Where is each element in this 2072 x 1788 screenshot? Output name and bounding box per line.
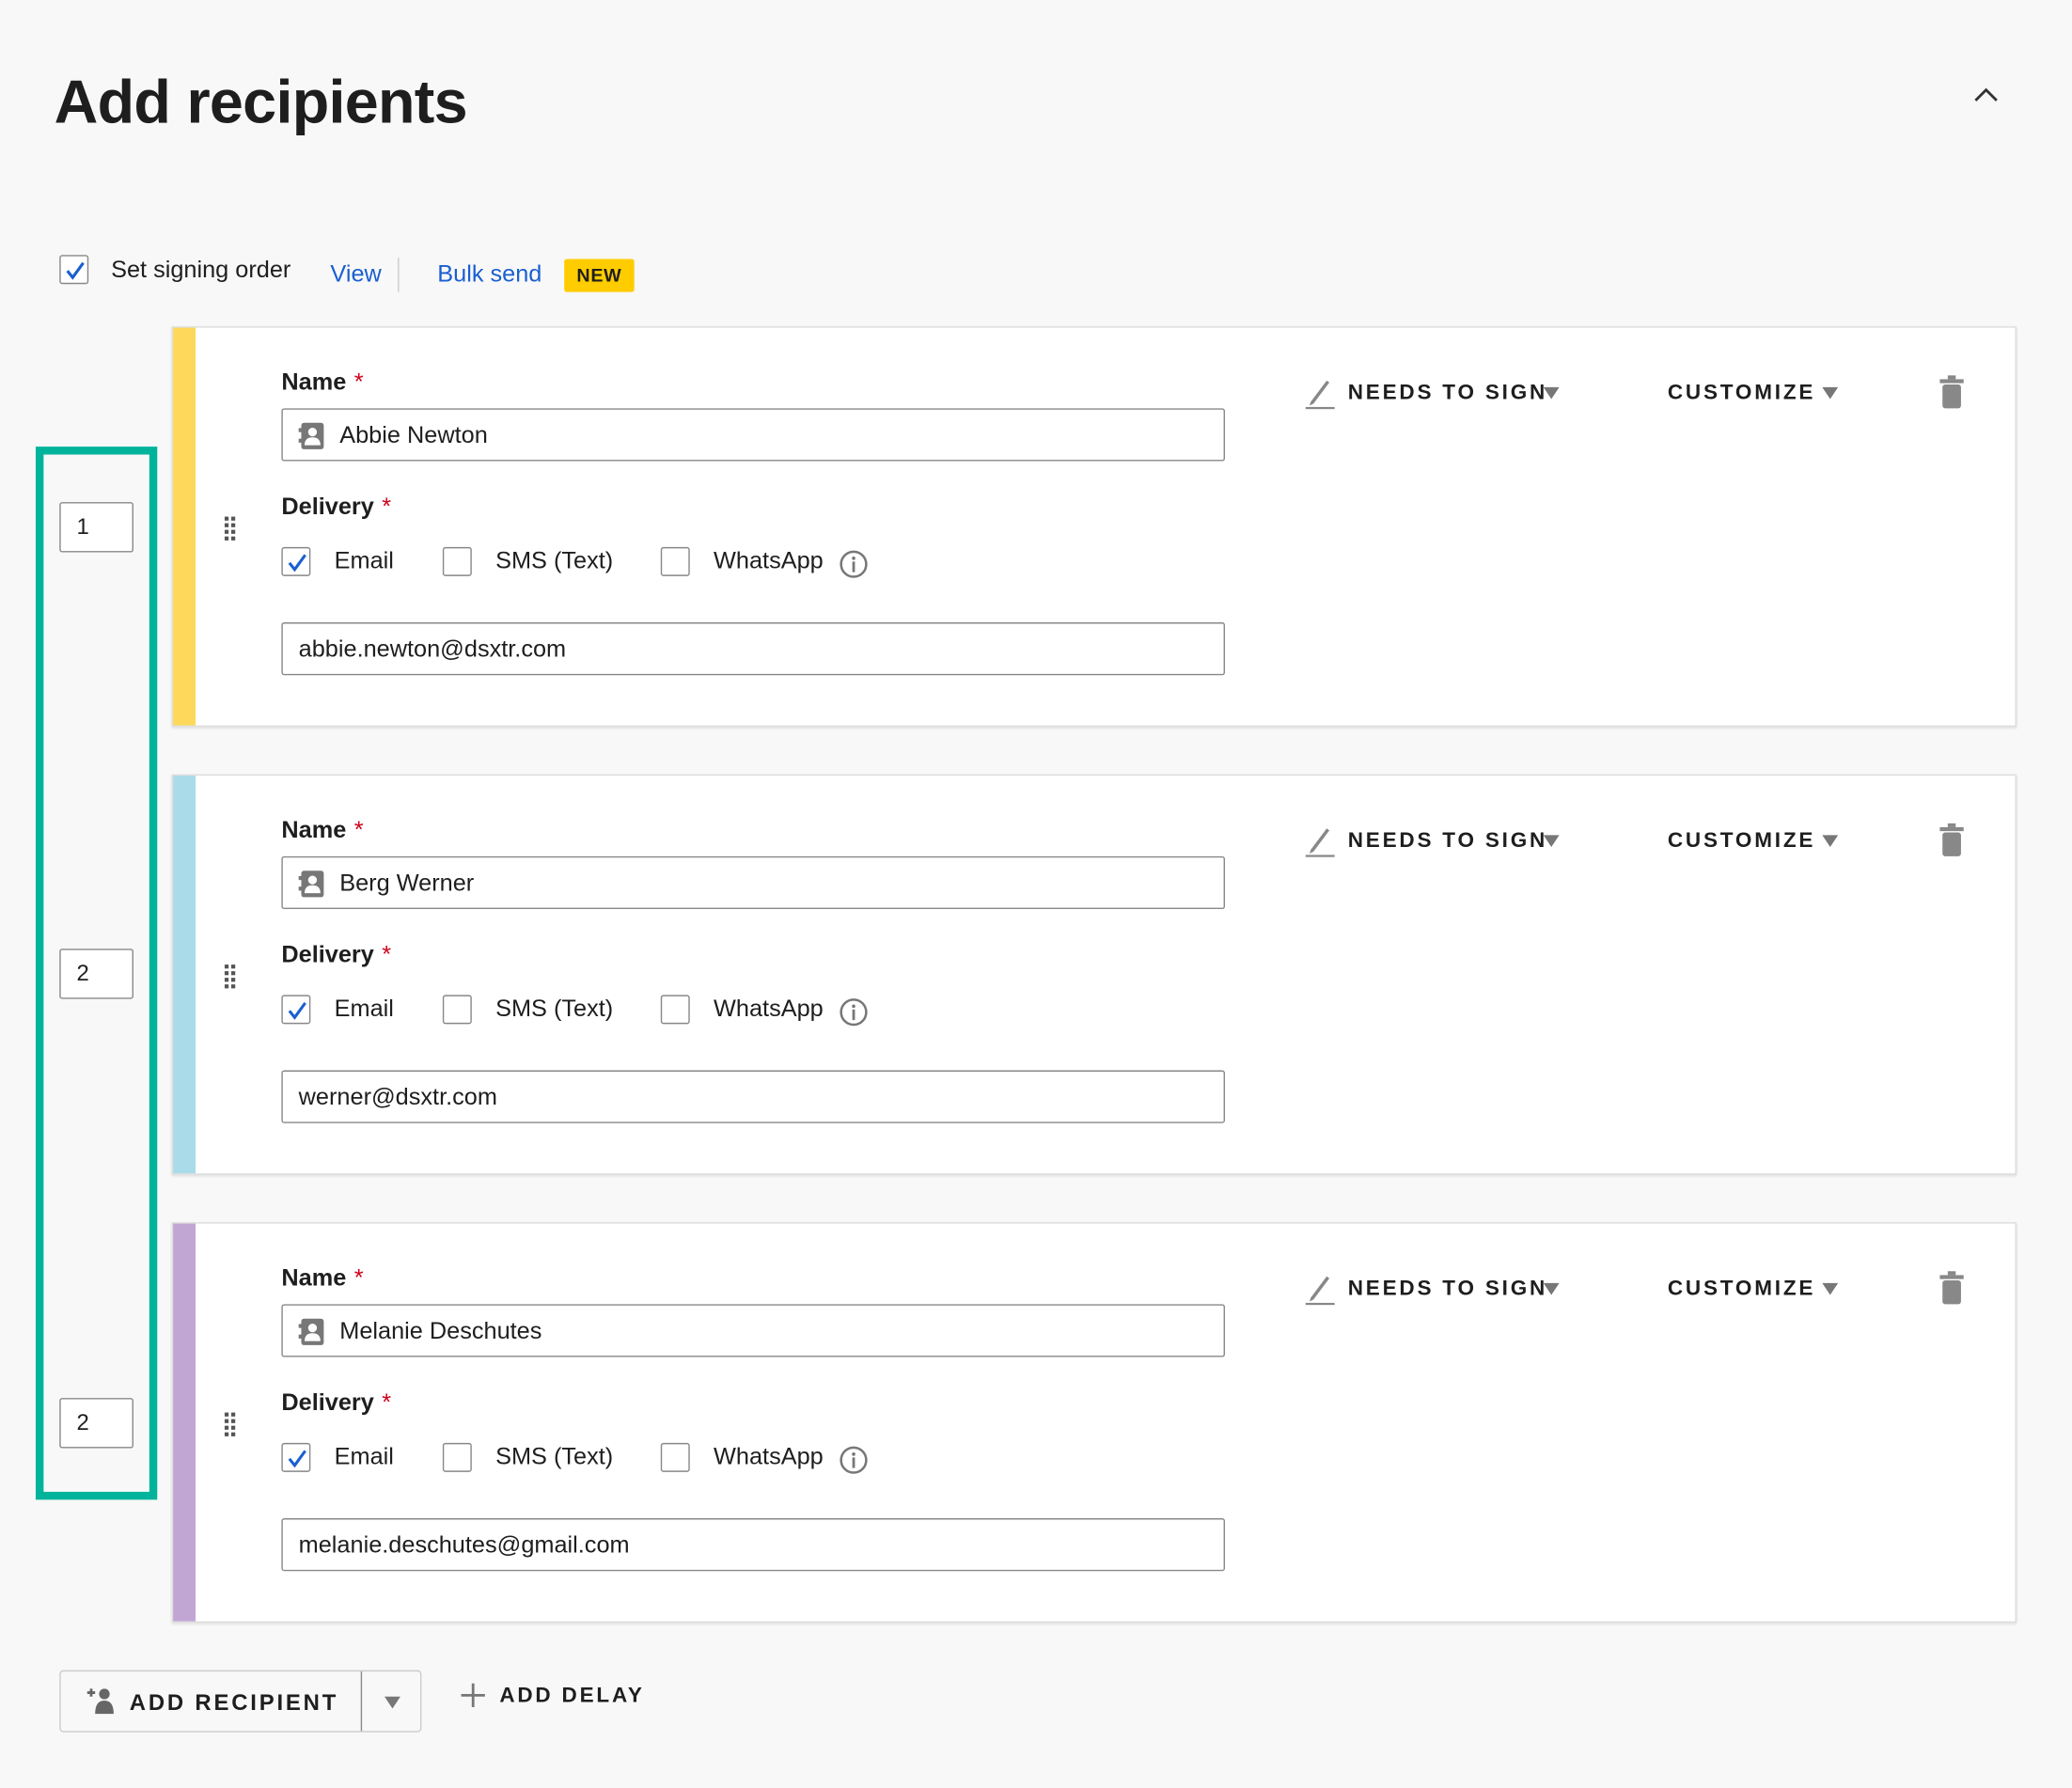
new-badge: NEW bbox=[564, 259, 635, 292]
contact-icon bbox=[298, 422, 324, 449]
signing-order-label: Set signing order bbox=[111, 256, 291, 283]
sms-option-label: SMS (Text) bbox=[495, 546, 614, 574]
delivery-label: Delivery bbox=[281, 940, 374, 967]
contact-icon bbox=[298, 1318, 324, 1345]
name-label: Name bbox=[281, 816, 347, 843]
bulk-send-link[interactable]: Bulk send bbox=[437, 259, 542, 288]
add-user-icon bbox=[86, 1688, 114, 1715]
email-value: melanie.deschutes@gmail.com bbox=[298, 1531, 630, 1559]
email-option-label: Email bbox=[334, 1442, 394, 1470]
role-dropdown-arrow-icon[interactable] bbox=[1543, 835, 1560, 847]
name-label: Name bbox=[281, 1264, 347, 1292]
add-delay-button[interactable]: ADD DELAY bbox=[499, 1685, 645, 1708]
info-icon[interactable] bbox=[840, 1446, 869, 1475]
email-checkbox[interactable] bbox=[281, 995, 311, 1025]
signing-order-input[interactable]: 2 bbox=[59, 949, 133, 999]
drag-handle-icon[interactable] bbox=[224, 515, 237, 541]
whatsapp-option-label: WhatsApp bbox=[714, 546, 824, 574]
delivery-label: Delivery bbox=[281, 493, 374, 520]
customize-dropdown-arrow-icon[interactable] bbox=[1822, 1282, 1839, 1295]
recipient-color-strip bbox=[173, 776, 196, 1174]
whatsapp-checkbox[interactable] bbox=[660, 1442, 690, 1472]
name-value: Abbie Newton bbox=[339, 421, 488, 448]
drag-handle-icon[interactable] bbox=[224, 964, 237, 990]
recipient-color-strip bbox=[173, 1223, 196, 1622]
customize-dropdown[interactable]: CUSTOMIZE bbox=[1667, 1278, 1816, 1301]
sms-option-label: SMS (Text) bbox=[495, 995, 614, 1022]
customize-dropdown-arrow-icon[interactable] bbox=[1822, 835, 1839, 847]
recipient-card: Name * Berg Werner Delivery * Email SMS (T… bbox=[171, 774, 2017, 1175]
email-checkbox[interactable] bbox=[281, 1442, 311, 1472]
customize-dropdown[interactable]: CUSTOMIZE bbox=[1667, 829, 1816, 853]
add-recipient-dropdown-icon[interactable] bbox=[385, 1696, 400, 1709]
customize-dropdown[interactable]: CUSTOMIZE bbox=[1667, 382, 1816, 405]
role-dropdown[interactable]: NEEDS TO SIGN bbox=[1347, 829, 1548, 853]
plus-icon bbox=[461, 1683, 485, 1708]
pen-icon bbox=[1305, 1276, 1335, 1306]
role-dropdown-arrow-icon[interactable] bbox=[1543, 386, 1560, 400]
signing-order-checkbox[interactable] bbox=[59, 255, 89, 285]
page-title: Add recipients bbox=[54, 67, 468, 136]
email-input[interactable]: abbie.newton@dsxtr.com bbox=[281, 622, 1225, 676]
delivery-label: Delivery bbox=[281, 1388, 374, 1416]
add-recipient-button[interactable]: ADD RECIPIENT bbox=[59, 1670, 422, 1733]
email-option-label: Email bbox=[334, 546, 394, 574]
email-input[interactable]: melanie.deschutes@gmail.com bbox=[281, 1518, 1225, 1572]
pen-icon bbox=[1305, 380, 1335, 410]
recipient-card: Name * Abbie Newton Delivery * Email SMS (… bbox=[171, 326, 2017, 728]
email-option-label: Email bbox=[334, 995, 394, 1022]
pen-icon bbox=[1305, 828, 1335, 857]
email-value: abbie.newton@dsxtr.com bbox=[298, 635, 567, 663]
name-value: Melanie Deschutes bbox=[339, 1317, 542, 1344]
trash-icon[interactable] bbox=[1939, 375, 1965, 410]
trash-icon[interactable] bbox=[1939, 823, 1965, 858]
signing-order-highlight bbox=[35, 447, 158, 1500]
name-label: Name bbox=[281, 369, 347, 396]
email-input[interactable]: werner@dsxtr.com bbox=[281, 1070, 1225, 1123]
trash-icon[interactable] bbox=[1939, 1271, 1965, 1306]
name-input[interactable]: Abbie Newton bbox=[281, 408, 1225, 462]
sms-checkbox[interactable] bbox=[442, 995, 472, 1025]
name-input[interactable]: Melanie Deschutes bbox=[281, 1304, 1225, 1357]
name-input[interactable]: Berg Werner bbox=[281, 855, 1225, 910]
sms-option-label: SMS (Text) bbox=[495, 1442, 614, 1470]
email-checkbox[interactable] bbox=[281, 546, 311, 576]
customize-dropdown-arrow-icon[interactable] bbox=[1822, 386, 1839, 400]
sms-checkbox[interactable] bbox=[442, 1442, 472, 1472]
sms-checkbox[interactable] bbox=[442, 546, 472, 576]
role-dropdown[interactable]: NEEDS TO SIGN bbox=[1347, 1278, 1548, 1301]
chevron-up-icon[interactable] bbox=[1973, 82, 2000, 108]
drag-handle-icon[interactable] bbox=[224, 1411, 237, 1437]
whatsapp-option-label: WhatsApp bbox=[714, 995, 824, 1022]
role-dropdown-arrow-icon[interactable] bbox=[1543, 1282, 1560, 1295]
divider bbox=[398, 258, 400, 292]
split-divider bbox=[360, 1671, 363, 1732]
signing-order-input[interactable]: 1 bbox=[59, 502, 133, 553]
email-value: werner@dsxtr.com bbox=[298, 1083, 497, 1110]
signing-order-input[interactable]: 2 bbox=[59, 1398, 133, 1449]
info-icon[interactable] bbox=[840, 997, 869, 1027]
contact-icon bbox=[298, 870, 324, 898]
whatsapp-option-label: WhatsApp bbox=[714, 1442, 824, 1470]
add-recipient-label: ADD RECIPIENT bbox=[129, 1689, 339, 1716]
recipient-color-strip bbox=[173, 327, 196, 726]
recipient-card: Name * Melanie Deschutes Delivery * Email … bbox=[171, 1222, 2017, 1623]
whatsapp-checkbox[interactable] bbox=[660, 546, 690, 576]
info-icon[interactable] bbox=[840, 550, 869, 579]
role-dropdown[interactable]: NEEDS TO SIGN bbox=[1347, 382, 1548, 405]
view-link[interactable]: View bbox=[330, 259, 382, 288]
whatsapp-checkbox[interactable] bbox=[660, 995, 690, 1025]
name-value: Berg Werner bbox=[339, 869, 475, 896]
